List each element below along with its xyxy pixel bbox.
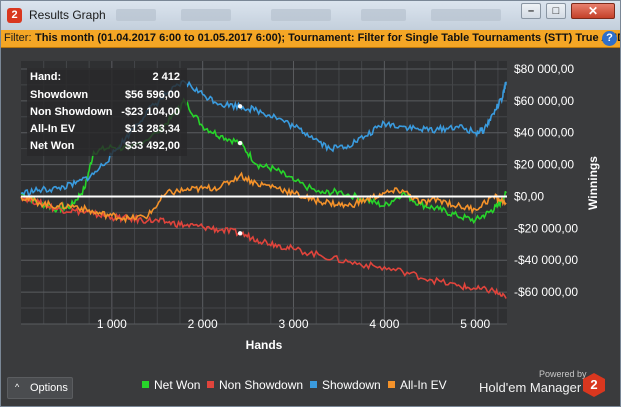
y-tick-label: $20 000,00 [514,158,574,172]
legend-label: Non Showdown [219,378,304,392]
hover-point-marker [237,104,243,109]
y-tick-label: -$40 000,00 [514,253,578,267]
stats-row: Non Showdown -$23 104,00 [27,103,183,120]
series-line-all-in-ev [20,171,507,224]
y-tick-label: $80 000,00 [514,62,574,76]
stats-value: $56 596,00 [124,88,180,101]
legend-item-all-in-ev[interactable]: All-In EV [388,378,447,392]
y-axis-title: Winnings [586,156,600,210]
legend-label: Net Won [154,378,201,392]
y-tick-label: $40 000,00 [514,126,574,140]
chevron-up-icon: ^ [15,382,20,392]
stats-value: $13 283,34 [124,122,180,135]
y-tick-label: $0,00 [514,189,544,203]
stats-label: Hand: [30,71,62,83]
x-tick-label: 4 000 [369,317,399,331]
window-title: Results Graph [29,8,106,22]
x-axis-title: Hands [246,338,283,352]
stats-label: All-In EV [30,122,76,135]
background-toolbar-ghost [271,9,331,21]
hm2-logo-icon: 2 [583,373,605,397]
stats-value: -$23 104,00 [121,105,180,118]
options-label: Options [30,382,68,394]
series-line-net-won [20,97,507,225]
series-line-showdown [20,79,507,197]
options-button[interactable]: ^ Options [7,377,73,399]
legend-swatch [388,381,395,388]
powered-by-label: Powered by [539,369,587,379]
legend-swatch [207,381,214,388]
hm2-app-icon: 2 [7,8,22,23]
stats-value: 2 412 [152,71,180,83]
hover-point-marker [237,231,243,236]
help-icon[interactable]: ? [602,31,617,46]
legend-swatch [142,381,149,388]
x-tick-label: 2 000 [188,317,218,331]
stats-value: $33 492,00 [124,139,180,152]
stats-label: Showdown [30,88,89,101]
x-tick-label: 1 000 [97,317,127,331]
legend-item-showdown[interactable]: Showdown [310,378,381,392]
stats-row: Showdown $56 596,00 [27,86,183,103]
hover-point-marker [237,140,243,146]
filter-text[interactable]: This month (01.04.2017 6:00 to 01.05.201… [35,32,620,44]
stats-table: Hand: 2 412 Showdown $56 596,00 Non Showdown… [27,68,183,154]
stats-row: Hand: 2 412 [27,68,183,86]
close-button[interactable]: ✕ [571,3,615,19]
stats-label: Net Won [30,139,75,152]
y-tick-label: -$60 000,00 [514,285,578,299]
legend-swatch [310,381,317,388]
x-tick-label: 5 000 [460,317,490,331]
stats-label: Non Showdown [30,105,113,118]
stats-row: All-In EV $13 283,34 [27,120,183,137]
title-bar[interactable]: 2 Results Graph – □ ✕ [1,1,620,30]
maximize-button[interactable]: □ [546,3,566,19]
filter-bar[interactable]: Filter: This month (01.04.2017 6:00 to 0… [1,30,620,48]
legend-label: All-In EV [400,378,447,392]
filter-label: Filter: [4,32,32,44]
stats-panel: Hand: 2 412 Showdown $56 596,00 Non Showdown… [27,68,187,156]
results-chart[interactable]: $80 000,00 $60 000,00 $40 000,00 $20 000,00… [1,48,620,368]
maximize-icon: □ [552,5,560,17]
background-toolbar-ghost [431,9,501,21]
y-tick-label: $60 000,00 [514,94,574,108]
legend-label: Showdown [322,378,381,392]
legend-item-non-showdown[interactable]: Non Showdown [207,378,303,392]
minimize-button[interactable]: – [521,3,541,19]
y-tick-label: -$20 000,00 [514,221,578,235]
background-toolbar-ghost [116,9,156,21]
minimize-icon: – [527,5,535,17]
x-tick-label: 3 000 [279,317,309,331]
legend-item-net-won[interactable]: Net Won [142,378,200,392]
holdem-manager-brand: Hold'em Manager [479,380,582,395]
background-toolbar-ghost [361,9,406,21]
stats-row: Net Won $33 492,00 [27,137,183,154]
background-toolbar-ghost [181,9,231,21]
close-icon: ✕ [587,4,599,18]
